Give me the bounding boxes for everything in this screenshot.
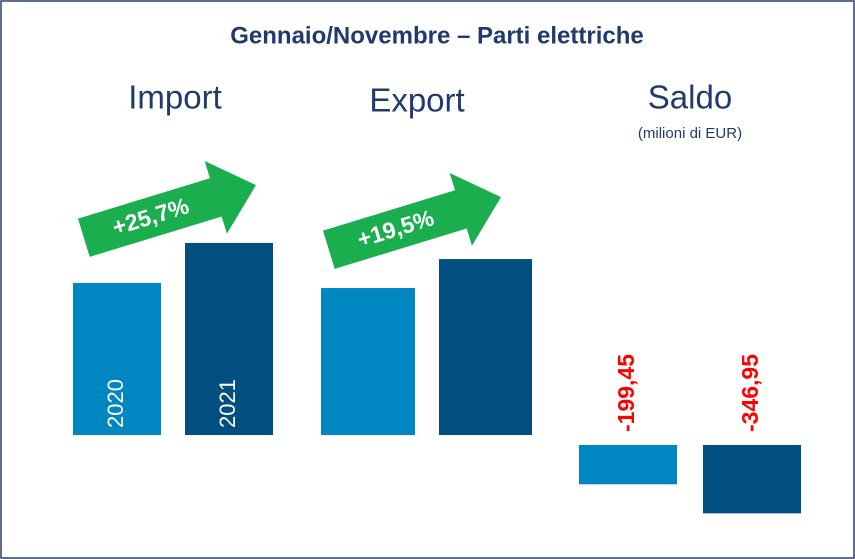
bar	[439, 259, 532, 435]
bar	[703, 445, 801, 514]
bar	[321, 288, 415, 435]
series-label: 2021	[215, 379, 240, 428]
category-label: Saldo	[648, 79, 732, 116]
bar	[579, 445, 677, 485]
value-label: -199,45	[613, 354, 639, 432]
value-label: -346,95	[737, 354, 763, 432]
category-label: Export	[369, 82, 464, 119]
arrow-shape	[77, 161, 256, 257]
bar	[185, 242, 273, 435]
arrow-shape	[322, 173, 501, 269]
subtitle: (milioni di EUR)	[638, 125, 742, 142]
growth-arrow: +25,7%	[77, 161, 256, 257]
bar	[73, 282, 161, 435]
category-label: Import	[128, 79, 222, 116]
chart-title: Gennaio/Novembre – Parti elettriche	[230, 22, 643, 49]
series-label: 2020	[103, 379, 128, 428]
